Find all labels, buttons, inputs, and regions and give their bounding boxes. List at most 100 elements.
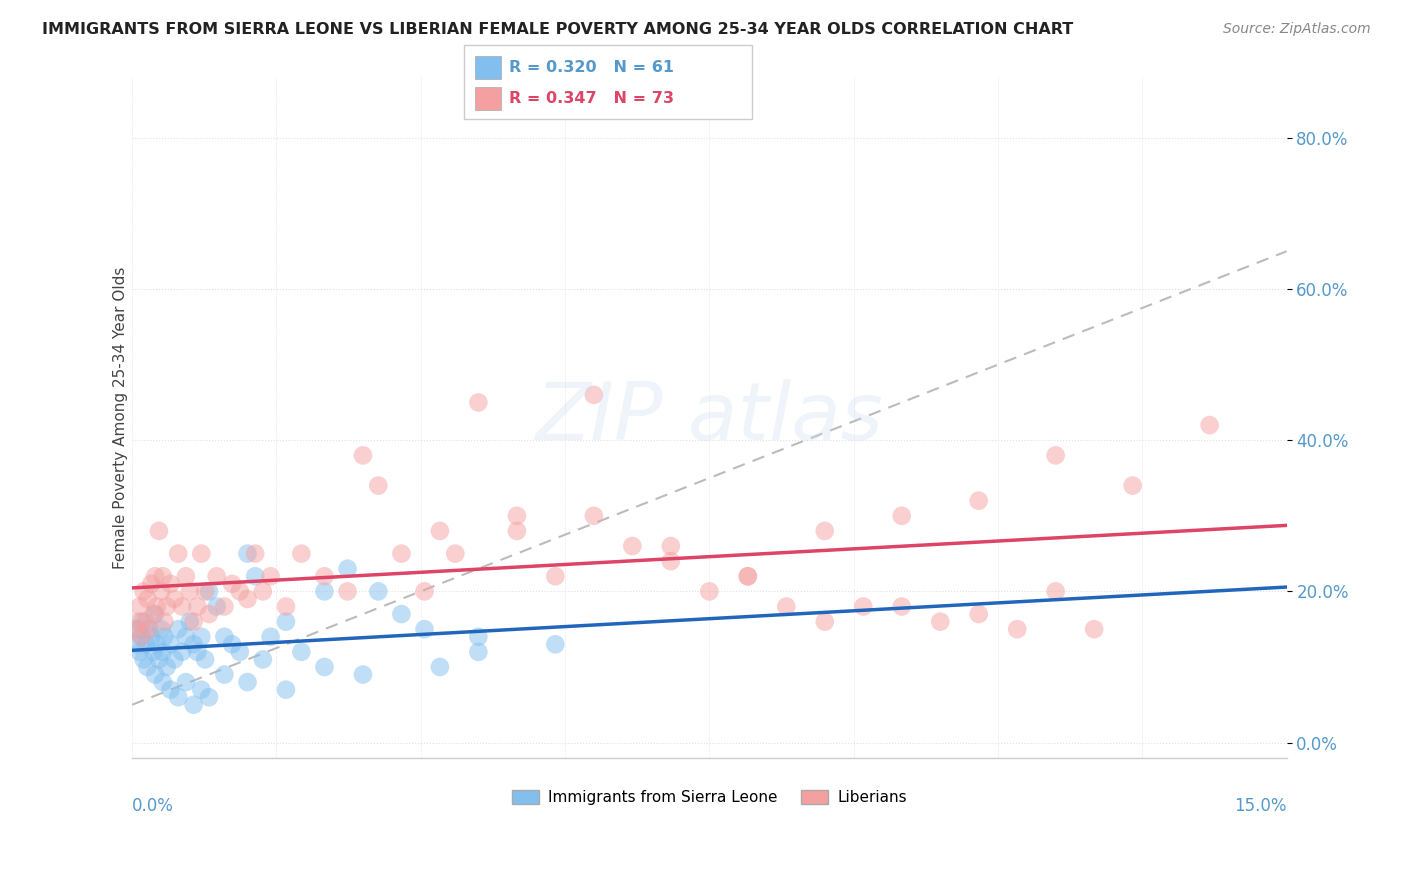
Point — [336, 584, 359, 599]
Point — [544, 569, 567, 583]
Point — [153, 630, 176, 644]
Point — [141, 630, 163, 644]
Point — [198, 690, 221, 705]
Point — [183, 698, 205, 712]
Point — [1122, 478, 1144, 492]
Point — [190, 682, 212, 697]
Point — [132, 652, 155, 666]
Point — [183, 615, 205, 629]
Point — [236, 547, 259, 561]
Point — [229, 584, 252, 599]
Point — [429, 660, 451, 674]
Point — [198, 607, 221, 621]
Point — [174, 630, 197, 644]
Point — [150, 622, 173, 636]
Point — [214, 599, 236, 614]
Point — [967, 607, 990, 621]
Point — [243, 569, 266, 583]
Point — [163, 652, 186, 666]
Point — [252, 652, 274, 666]
Point — [152, 569, 174, 583]
Point — [159, 637, 181, 651]
Point — [153, 615, 176, 629]
Point — [135, 615, 157, 629]
Point — [1198, 418, 1220, 433]
Point — [125, 637, 148, 651]
Point — [1045, 448, 1067, 462]
Point — [352, 667, 374, 681]
Point — [127, 615, 149, 629]
Point — [1083, 622, 1105, 636]
Point — [259, 569, 281, 583]
Point — [145, 599, 167, 614]
Point — [1005, 622, 1028, 636]
Point — [352, 448, 374, 462]
Point — [467, 645, 489, 659]
Point — [138, 622, 160, 636]
Point — [929, 615, 952, 629]
Point — [429, 524, 451, 538]
Point — [413, 584, 436, 599]
Point — [186, 645, 208, 659]
Text: R = 0.347   N = 73: R = 0.347 N = 73 — [509, 91, 673, 105]
Point — [131, 615, 153, 629]
Point — [737, 569, 759, 583]
Point — [274, 682, 297, 697]
Point — [236, 591, 259, 606]
Point — [143, 569, 166, 583]
Point — [290, 547, 312, 561]
Point — [152, 675, 174, 690]
Y-axis label: Female Poverty Among 25-34 Year Olds: Female Poverty Among 25-34 Year Olds — [114, 267, 128, 569]
Point — [243, 547, 266, 561]
Point — [621, 539, 644, 553]
Point — [221, 577, 243, 591]
Point — [138, 622, 160, 636]
Point — [156, 660, 179, 674]
Point — [582, 508, 605, 523]
Point — [170, 645, 193, 659]
Point — [229, 645, 252, 659]
Text: ZIP atlas: ZIP atlas — [536, 378, 883, 457]
Point — [148, 652, 170, 666]
Point — [314, 584, 336, 599]
Point — [128, 599, 150, 614]
Point — [582, 388, 605, 402]
Point — [198, 584, 221, 599]
Point — [148, 524, 170, 538]
Point — [367, 584, 389, 599]
Point — [190, 547, 212, 561]
Point — [129, 630, 152, 644]
Point — [890, 599, 912, 614]
Point — [697, 584, 720, 599]
Point — [132, 584, 155, 599]
Point — [127, 622, 149, 636]
Point — [314, 660, 336, 674]
Point — [274, 599, 297, 614]
Point — [145, 637, 167, 651]
Point — [194, 652, 217, 666]
Point — [167, 547, 190, 561]
Point — [391, 547, 413, 561]
Point — [167, 690, 190, 705]
Point — [814, 615, 837, 629]
Point — [659, 554, 682, 568]
Point — [290, 645, 312, 659]
Point — [142, 645, 165, 659]
Point — [142, 607, 165, 621]
Point — [336, 562, 359, 576]
Point — [159, 577, 181, 591]
Point — [775, 599, 797, 614]
Point — [179, 584, 201, 599]
Point — [467, 395, 489, 409]
Point — [174, 675, 197, 690]
Point — [156, 599, 179, 614]
Point — [506, 508, 529, 523]
Point — [391, 607, 413, 621]
Point — [236, 675, 259, 690]
Text: 15.0%: 15.0% — [1234, 797, 1286, 814]
Point — [852, 599, 875, 614]
Point — [205, 569, 228, 583]
Point — [1045, 584, 1067, 599]
Point — [170, 599, 193, 614]
Point — [179, 615, 201, 629]
